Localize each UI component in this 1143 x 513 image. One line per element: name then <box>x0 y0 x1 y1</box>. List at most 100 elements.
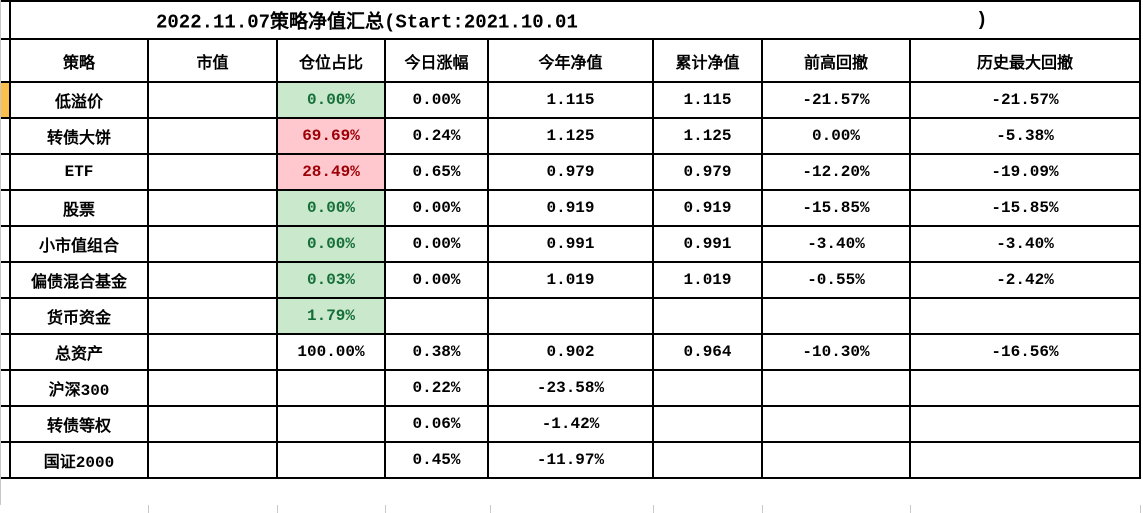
cell-position-ratio[interactable]: 0.00% <box>276 189 386 227</box>
cell-ytd-nav[interactable]: -1.42% <box>487 405 654 443</box>
cell-ytd-nav[interactable]: 0.902 <box>487 333 654 371</box>
cell-cum-nav[interactable]: 0.919 <box>652 189 763 227</box>
cell-max-drawdown[interactable] <box>909 369 1141 407</box>
col-header-position-ratio[interactable]: 仓位占比 <box>276 38 386 83</box>
cell-today-change[interactable] <box>384 297 489 335</box>
cell-market-value[interactable] <box>147 153 278 191</box>
cell-max-drawdown[interactable]: -19.09% <box>909 153 1141 191</box>
cell-drawdown-from-high[interactable]: -10.30% <box>761 333 911 371</box>
cell-strategy[interactable]: 总资产 <box>9 333 149 371</box>
cell-today-change[interactable]: 0.00% <box>384 81 489 119</box>
cell-position-ratio[interactable] <box>276 441 386 479</box>
row-marker-cell[interactable] <box>0 117 11 155</box>
row-marker-cell[interactable] <box>0 405 11 443</box>
cell-position-ratio[interactable]: 100.00% <box>276 333 386 371</box>
cell-max-drawdown[interactable]: -5.38% <box>909 117 1141 155</box>
cell-drawdown-from-high[interactable]: -21.57% <box>761 81 911 119</box>
cell-market-value[interactable] <box>147 369 278 407</box>
col-header-today-change[interactable]: 今日涨幅 <box>384 38 489 83</box>
cell-cum-nav[interactable]: 0.964 <box>652 333 763 371</box>
cell-strategy[interactable]: 沪深300 <box>9 369 149 407</box>
cell-max-drawdown[interactable]: -15.85% <box>909 189 1141 227</box>
clipped-cell[interactable] <box>0 38 11 83</box>
cell-today-change[interactable]: 0.45% <box>384 441 489 479</box>
cell-cum-nav[interactable] <box>652 369 763 407</box>
cell-drawdown-from-high[interactable]: -0.55% <box>761 261 911 299</box>
cell-max-drawdown[interactable]: -2.42% <box>909 261 1141 299</box>
cell-cum-nav[interactable]: 0.979 <box>652 153 763 191</box>
cell-drawdown-from-high[interactable] <box>761 369 911 407</box>
cell-today-change[interactable]: 0.00% <box>384 189 489 227</box>
cell-cum-nav[interactable] <box>652 405 763 443</box>
cell-ytd-nav[interactable]: -23.58% <box>487 369 654 407</box>
row-marker-cell[interactable] <box>0 333 11 371</box>
cell-today-change[interactable]: 0.24% <box>384 117 489 155</box>
cell-market-value[interactable] <box>147 297 278 335</box>
cell-position-ratio[interactable] <box>276 369 386 407</box>
cell-market-value[interactable] <box>147 261 278 299</box>
cell-market-value[interactable] <box>147 189 278 227</box>
cell-max-drawdown[interactable]: -3.40% <box>909 225 1141 263</box>
cell-strategy[interactable]: 货币资金 <box>9 297 149 335</box>
cell-market-value[interactable] <box>147 441 278 479</box>
cell-max-drawdown[interactable] <box>909 405 1141 443</box>
col-header-drawdown-from-high[interactable]: 前高回撤 <box>761 38 911 83</box>
clipped-cell[interactable] <box>0 0 11 40</box>
cell-cum-nav[interactable]: 1.115 <box>652 81 763 119</box>
cell-position-ratio[interactable]: 1.79% <box>276 297 386 335</box>
cell-today-change[interactable]: 0.00% <box>384 225 489 263</box>
cell-drawdown-from-high[interactable]: -3.40% <box>761 225 911 263</box>
sheet-title-cell[interactable]: 2022.11.07策略净值汇总(Start:2021.10.01 ) <box>9 0 1141 40</box>
cell-position-ratio[interactable]: 69.69% <box>276 117 386 155</box>
cell-max-drawdown[interactable] <box>909 297 1141 335</box>
cell-ytd-nav[interactable]: 1.019 <box>487 261 654 299</box>
cell-drawdown-from-high[interactable]: -15.85% <box>761 189 911 227</box>
col-header-max-drawdown[interactable]: 历史最大回撤 <box>909 38 1141 83</box>
cell-market-value[interactable] <box>147 117 278 155</box>
row-marker-cell[interactable] <box>0 225 11 263</box>
cell-ytd-nav[interactable]: 0.919 <box>487 189 654 227</box>
row-marker-cell[interactable] <box>0 261 11 299</box>
cell-drawdown-from-high[interactable] <box>761 405 911 443</box>
cell-cum-nav[interactable] <box>652 297 763 335</box>
cell-ytd-nav[interactable] <box>487 297 654 335</box>
row-marker-cell[interactable] <box>0 369 11 407</box>
cell-position-ratio[interactable]: 0.00% <box>276 225 386 263</box>
cell-cum-nav[interactable]: 0.991 <box>652 225 763 263</box>
row-marker-cell[interactable] <box>0 81 11 119</box>
cell-strategy[interactable]: ETF <box>9 153 149 191</box>
cell-market-value[interactable] <box>147 405 278 443</box>
cell-drawdown-from-high[interactable] <box>761 441 911 479</box>
cell-strategy[interactable]: 转债大饼 <box>9 117 149 155</box>
row-marker-cell[interactable] <box>0 441 11 479</box>
cell-max-drawdown[interactable]: -16.56% <box>909 333 1141 371</box>
col-header-market-value[interactable]: 市值 <box>147 38 278 83</box>
cell-today-change[interactable]: 0.22% <box>384 369 489 407</box>
cell-drawdown-from-high[interactable] <box>761 297 911 335</box>
cell-drawdown-from-high[interactable]: -12.20% <box>761 153 911 191</box>
cell-today-change[interactable]: 0.38% <box>384 333 489 371</box>
cell-market-value[interactable] <box>147 333 278 371</box>
cell-market-value[interactable] <box>147 81 278 119</box>
cell-position-ratio[interactable]: 0.03% <box>276 261 386 299</box>
cell-cum-nav[interactable] <box>652 441 763 479</box>
cell-strategy[interactable]: 转债等权 <box>9 405 149 443</box>
cell-max-drawdown[interactable] <box>909 441 1141 479</box>
cell-ytd-nav[interactable]: 0.991 <box>487 225 654 263</box>
cell-strategy[interactable]: 股票 <box>9 189 149 227</box>
cell-ytd-nav[interactable]: 0.979 <box>487 153 654 191</box>
col-header-cum-nav[interactable]: 累计净值 <box>652 38 763 83</box>
row-marker-cell[interactable] <box>0 189 11 227</box>
cell-position-ratio[interactable]: 0.00% <box>276 81 386 119</box>
cell-cum-nav[interactable]: 1.125 <box>652 117 763 155</box>
cell-today-change[interactable]: 0.06% <box>384 405 489 443</box>
cell-today-change[interactable]: 0.00% <box>384 261 489 299</box>
cell-ytd-nav[interactable]: -11.97% <box>487 441 654 479</box>
col-header-strategy[interactable]: 策略 <box>9 38 149 83</box>
cell-position-ratio[interactable] <box>276 405 386 443</box>
col-header-ytd-nav[interactable]: 今年净值 <box>487 38 654 83</box>
cell-strategy[interactable]: 低溢价 <box>9 81 149 119</box>
cell-drawdown-from-high[interactable]: 0.00% <box>761 117 911 155</box>
cell-cum-nav[interactable]: 1.019 <box>652 261 763 299</box>
cell-position-ratio[interactable]: 28.49% <box>276 153 386 191</box>
